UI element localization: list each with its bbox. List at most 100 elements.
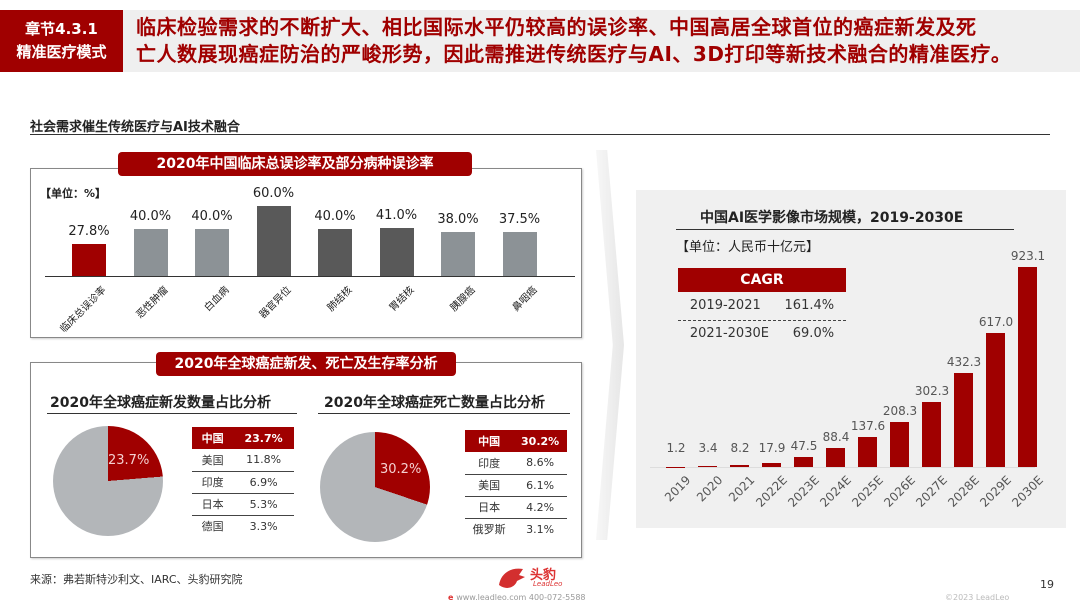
bar bbox=[986, 333, 1005, 467]
bar-value-label: 8.2 bbox=[730, 441, 750, 455]
bar-value-label: 432.3 bbox=[946, 355, 982, 370]
bar bbox=[890, 421, 909, 467]
category-label: 2025E bbox=[849, 473, 886, 510]
table-row: 中国 23.7% bbox=[192, 427, 294, 449]
bar bbox=[858, 437, 877, 467]
category-label: 2023E bbox=[785, 473, 822, 510]
bar bbox=[318, 229, 352, 276]
share-cell: 3.1% bbox=[526, 522, 555, 536]
contact-text: www.leadleo.com 400-072-5588 bbox=[456, 593, 586, 602]
category-label: 器官异位 bbox=[257, 284, 294, 321]
headline-line-1: 临床检验需求的不断扩大、相比国际水平仍较高的误诊率、中国高居全球首位的癌症新发及… bbox=[136, 15, 977, 39]
bar bbox=[922, 401, 941, 467]
deaths-title: 2020年全球癌症死亡数量占比分析 bbox=[324, 395, 545, 411]
category-label: 恶性肿瘤 bbox=[134, 284, 171, 321]
share-cell: 30.2% bbox=[513, 430, 567, 452]
section-title: 社会需求催生传统医疗与AI技术融合 bbox=[30, 120, 240, 135]
page-number: 19 bbox=[1040, 578, 1054, 591]
bar bbox=[762, 463, 781, 467]
deaths-table: 中国 30.2% 印度 8.6% 美国 6.1% 日本 4.2% 俄罗斯 3.1% bbox=[465, 430, 567, 540]
new-cases-pie-label: 23.7% bbox=[108, 453, 150, 468]
category-label: 肺结核 bbox=[325, 284, 355, 314]
bar bbox=[256, 206, 291, 276]
country-cell: 印度 bbox=[465, 452, 514, 475]
misdiagnosis-unit: 【单位：%】 bbox=[40, 187, 107, 200]
bar bbox=[730, 465, 749, 467]
share-cell: 23.7% bbox=[233, 427, 294, 449]
bar-value-label: 40.0% bbox=[314, 209, 356, 225]
table-row: 印度 6.9% bbox=[192, 471, 294, 494]
headline: 临床检验需求的不断扩大、相比国际水平仍较高的误诊率、中国高居全球首位的癌症新发及… bbox=[136, 14, 1080, 68]
bar bbox=[1018, 267, 1037, 467]
deaths-pie-chart bbox=[320, 432, 430, 542]
category-label: 临床总误诊率 bbox=[58, 284, 109, 336]
ai-market-title-rule bbox=[676, 229, 1014, 230]
bar bbox=[826, 447, 845, 467]
bar-value-label: 40.0% bbox=[129, 209, 172, 225]
bar bbox=[794, 456, 813, 467]
category-label: 2029E bbox=[977, 473, 1014, 510]
cagr-value: 161.4% bbox=[784, 298, 835, 313]
bar-value-label: 27.8% bbox=[68, 223, 110, 239]
bar-value-label: 302.3 bbox=[914, 383, 950, 398]
category-label: 2022E bbox=[753, 473, 790, 510]
bar-value-label: 47.5 bbox=[790, 438, 818, 453]
ai-market-panel: 中国AI医学影像市场规模，2019-2030E 【单位：人民币十亿元】 CAGR… bbox=[636, 190, 1066, 528]
cagr-value: 69.0% bbox=[792, 326, 835, 341]
category-label: 胃结核 bbox=[387, 284, 417, 314]
share-cell: 6.9% bbox=[233, 471, 294, 494]
cancer-panel-tab: 2020年全球癌症新发、死亡及生存率分析 bbox=[156, 352, 456, 376]
country-cell: 中国 bbox=[465, 430, 514, 452]
bar-value-label: 40.0% bbox=[191, 209, 233, 225]
category-label: 2020 bbox=[694, 473, 726, 505]
category-label: 2028E bbox=[945, 473, 982, 510]
bar-value-label: 923.1 bbox=[1010, 249, 1046, 263]
category-label: 白血病 bbox=[202, 284, 232, 314]
country-cell: 俄罗斯 bbox=[472, 523, 506, 537]
country-cell: 美国 bbox=[192, 449, 234, 472]
table-row: 美国 6.1% bbox=[465, 474, 567, 497]
category-label: 2019 bbox=[662, 473, 694, 505]
table-row: 德国 3.3% bbox=[192, 515, 294, 537]
bar-value-label: 208.3 bbox=[882, 403, 918, 418]
share-cell: 4.2% bbox=[513, 496, 567, 519]
cagr-header: CAGR bbox=[678, 268, 846, 292]
headline-line-2: 亡人数展现癌症防治的严峻形势，因此需推进传统医疗与AI、3D打印等新技术融合的精… bbox=[136, 42, 1012, 66]
x-axis-line bbox=[650, 467, 1035, 468]
logo-subname: LeadLeo bbox=[533, 580, 563, 588]
contact-info[interactable]: e www.leadleo.com 400-072-5588 bbox=[448, 593, 586, 602]
misdiagnosis-panel bbox=[30, 168, 582, 338]
bar bbox=[698, 466, 717, 467]
category-label: 2024E bbox=[817, 473, 854, 510]
new-cases-table: 中国 23.7% 美国 11.8% 印度 6.9% 日本 5.3% 德国 3.3% bbox=[192, 427, 294, 537]
misdiagnosis-bar-chart: 27.8% 临床总误诊率 40.0% 恶性肿瘤 40.0% 白血病 60.0% 器官异位 40.… bbox=[45, 186, 575, 340]
source-note: 来源：弗若斯特沙利文、IARC、头豹研究院 bbox=[30, 573, 243, 586]
table-row: 日本 4.2% bbox=[465, 496, 567, 519]
new-cases-pie-chart bbox=[53, 426, 163, 536]
logo-name: 头豹 bbox=[530, 568, 557, 583]
misdiagnosis-panel-tab: 2020年中国临床总误诊率及部分病种误诊率 bbox=[118, 152, 472, 176]
deaths-pie-label: 30.2% bbox=[380, 462, 422, 477]
bar bbox=[502, 232, 537, 276]
bar-value-label: 60.0% bbox=[252, 186, 295, 201]
ai-market-unit: 【单位：人民币十亿元】 bbox=[676, 240, 820, 255]
bar bbox=[72, 243, 106, 276]
leopard-logo-icon bbox=[497, 565, 527, 595]
category-label: 2030E bbox=[1009, 473, 1046, 510]
bar-value-label: 137.6 bbox=[850, 419, 886, 434]
bar bbox=[379, 228, 414, 276]
new-cases-rule bbox=[47, 413, 297, 414]
table-row: 印度 8.6% bbox=[465, 452, 567, 475]
bar bbox=[441, 231, 475, 276]
cagr-period: 2019-2021 bbox=[689, 298, 761, 313]
bar bbox=[195, 229, 229, 276]
table-row: 俄罗斯 3.1% bbox=[465, 518, 567, 540]
category-label: 2026E bbox=[881, 473, 918, 510]
chapter-number: 章节4.3.1 bbox=[25, 20, 98, 38]
bar bbox=[133, 229, 168, 276]
country-cell: 印度 bbox=[192, 471, 234, 494]
country-cell: 德国 bbox=[201, 520, 224, 534]
deaths-rule bbox=[318, 413, 570, 414]
bar-value-label: 38.0% bbox=[437, 211, 479, 227]
bar-value-label: 41.0% bbox=[375, 208, 418, 224]
